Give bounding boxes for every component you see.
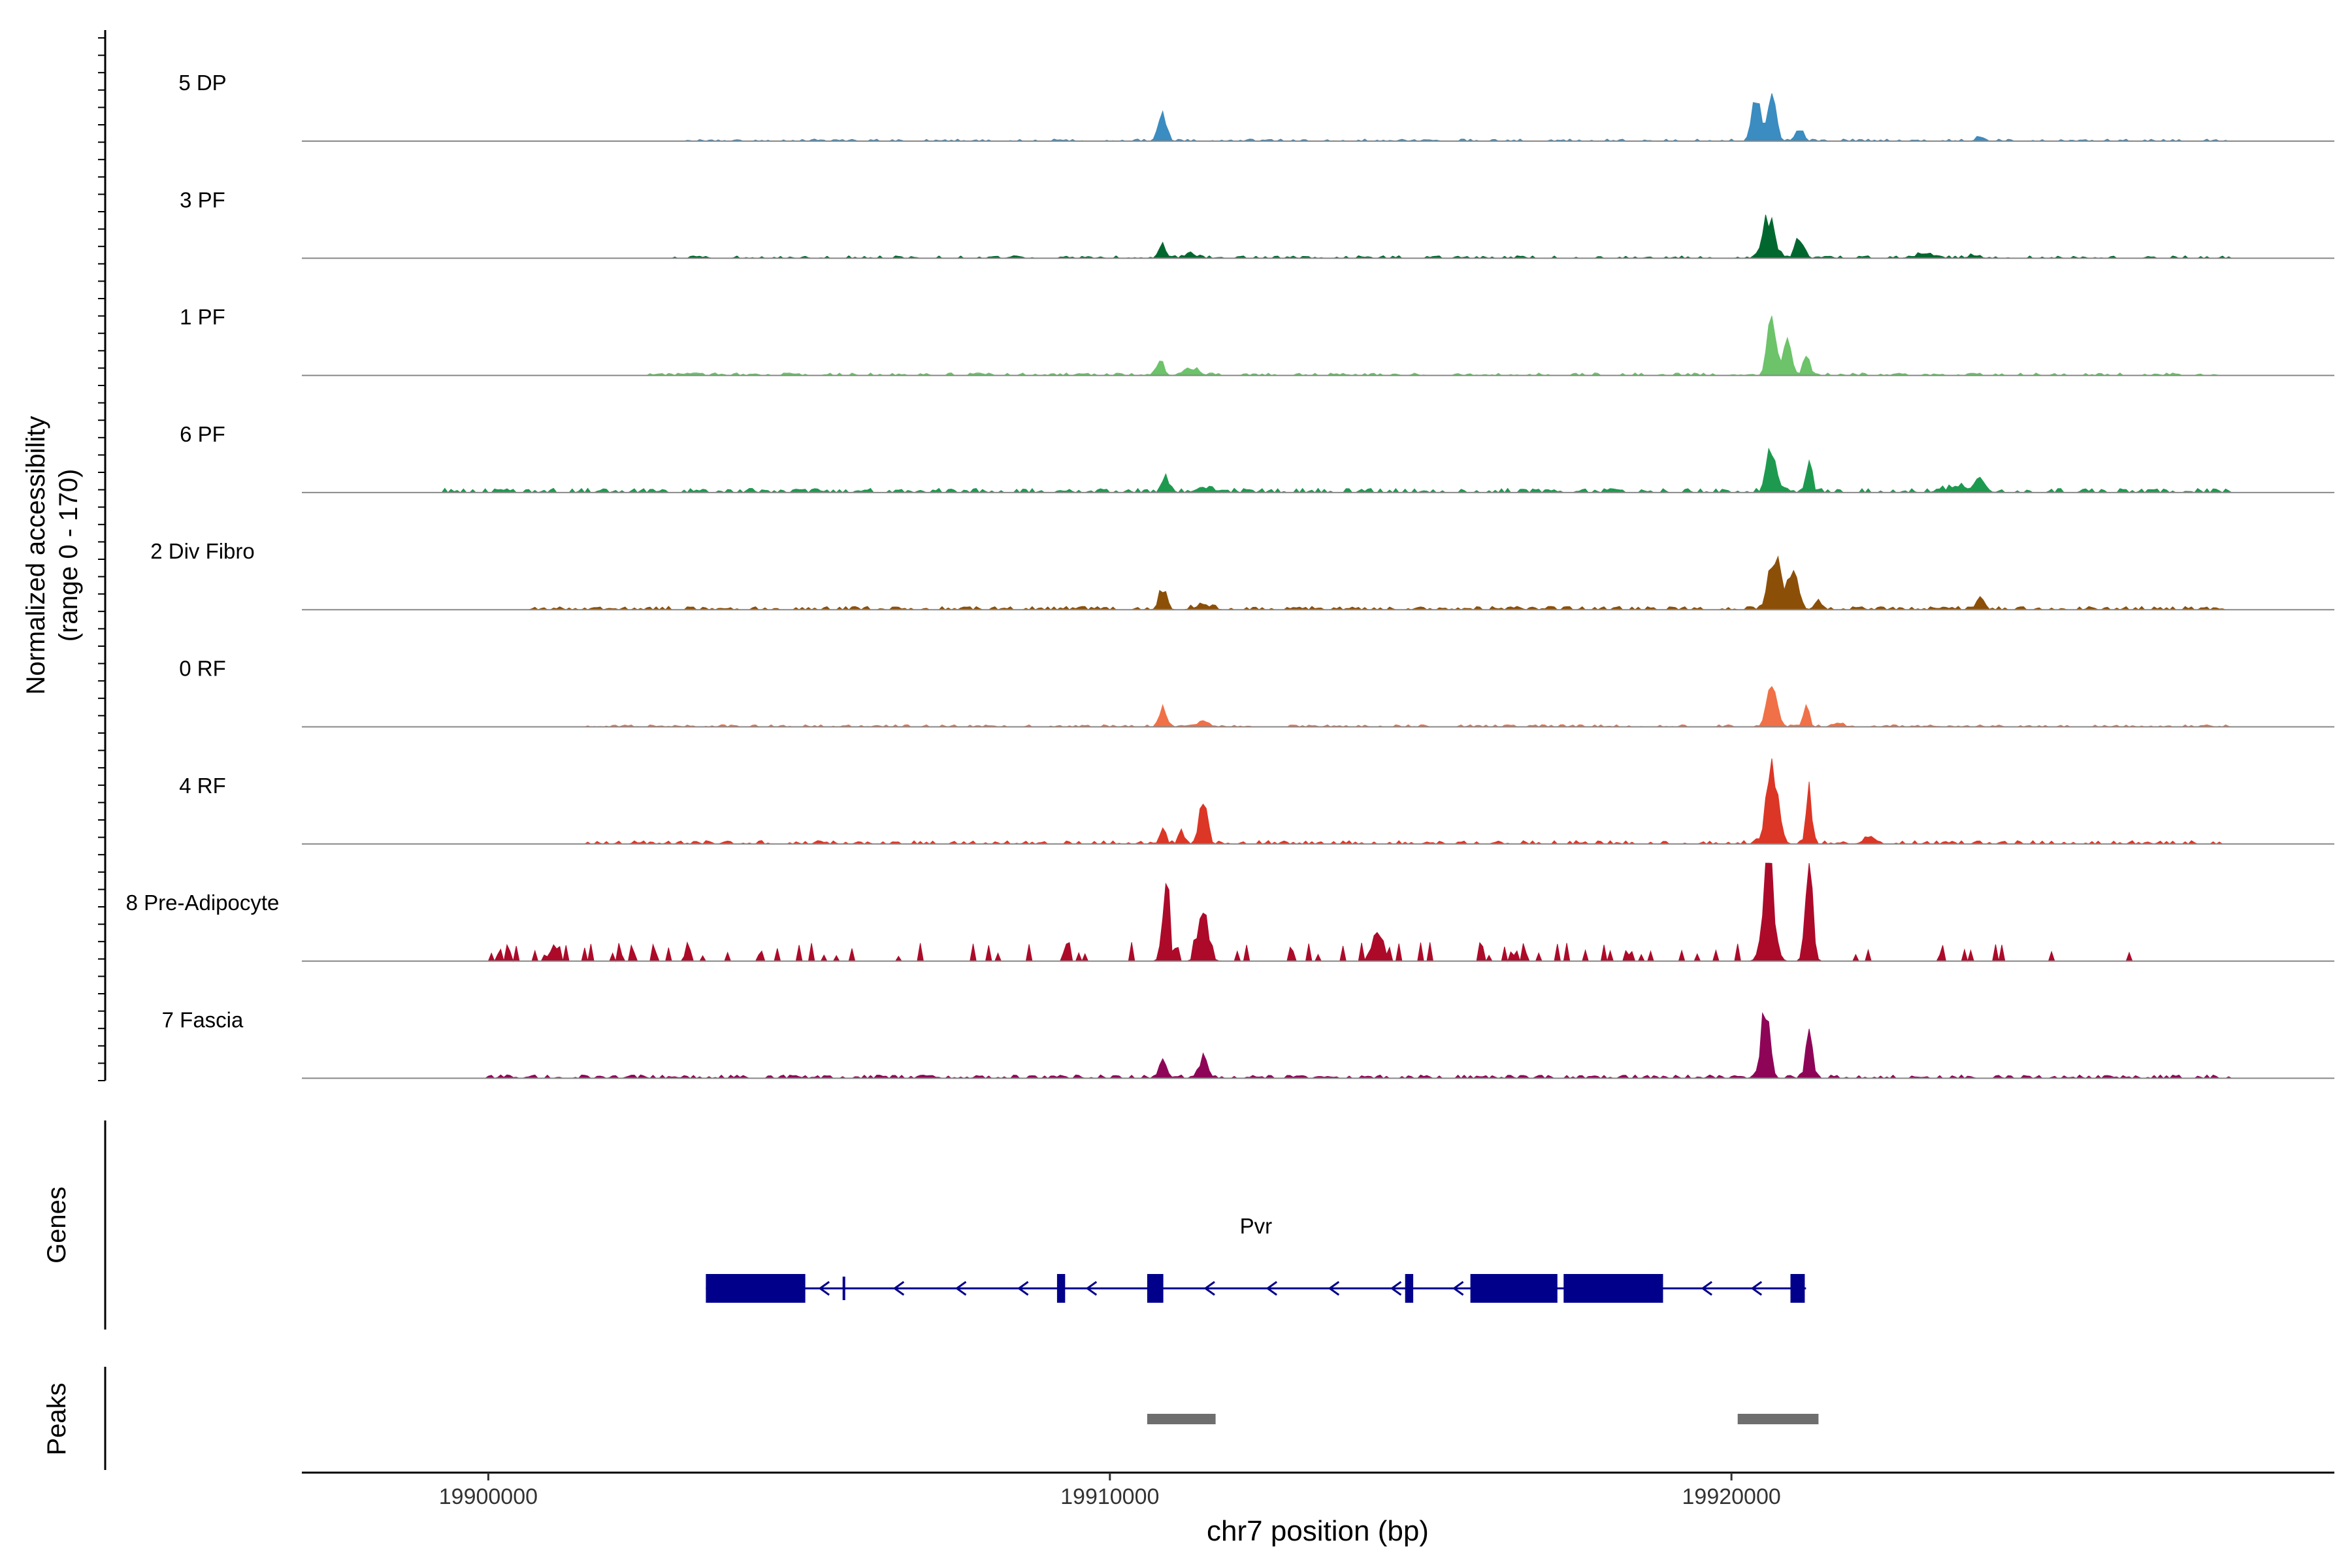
peak-regions	[1147, 1414, 1819, 1424]
track-label: 0 RF	[179, 657, 226, 681]
x-tick-label: 19910000	[1060, 1484, 1159, 1509]
strand-arrow-icon	[1390, 1281, 1402, 1296]
peaks-panel-label: Peaks	[42, 1382, 71, 1455]
track-label: 1 PF	[180, 305, 225, 329]
coverage-tracks: 5 DP 3 PF 1 PF 6 PF 2 Div Fibro 0 RF 4 RF 8 Pre…	[126, 71, 2334, 1079]
x-tick-label: 19900000	[439, 1484, 538, 1509]
track-label: 2 Div Fibro	[150, 539, 255, 563]
x-tick-label: 19920000	[1682, 1484, 1781, 1509]
track-label: 8 Pre-Adipocyte	[126, 890, 280, 915]
track-label: 6 PF	[180, 422, 225, 446]
track-9: 7 Fascia	[162, 1007, 2334, 1079]
gene-exon	[1405, 1274, 1414, 1303]
gene-exon	[1790, 1274, 1805, 1303]
coverage-area	[302, 685, 2334, 728]
strand-arrow-icon	[1328, 1281, 1340, 1296]
strand-arrow-icon	[1203, 1281, 1215, 1296]
track-3: 1 PF	[180, 305, 2334, 376]
coverage-area	[302, 758, 2334, 845]
track-5: 2 Div Fibro	[150, 539, 2334, 611]
gene-name-label: Pvr	[1240, 1214, 1273, 1238]
gene-exon	[706, 1274, 806, 1303]
gene-exon	[1470, 1274, 1558, 1303]
strand-arrow-icon	[1750, 1281, 1763, 1296]
coverage-y-ticks	[98, 37, 105, 1081]
track-label: 7 Fascia	[162, 1007, 244, 1032]
gene-exon	[1147, 1274, 1164, 1303]
strand-arrow-icon	[1017, 1281, 1029, 1296]
track-8: 8 Pre-Adipocyte	[126, 862, 2334, 963]
track-7: 4 RF	[179, 758, 2334, 845]
coverage-area	[302, 93, 2334, 142]
genes-panel-label: Genes	[42, 1186, 71, 1264]
coverage-area	[302, 862, 2334, 963]
coverage-area	[302, 1012, 2334, 1079]
strand-arrow-icon	[1266, 1281, 1278, 1296]
coverage-area	[302, 316, 2334, 376]
x-axis-label: chr7 position (bp)	[1207, 1515, 1429, 1547]
track-label: 4 RF	[179, 774, 226, 798]
x-axis-ticks: 19900000 19910000 19920000	[439, 1473, 1781, 1509]
coverage-area	[302, 214, 2334, 259]
gene-track: Pvr	[706, 1214, 1806, 1303]
track-label: 3 PF	[180, 188, 225, 212]
coverage-area	[302, 555, 2334, 610]
coverage-y-label: Normalized accessibility	[22, 416, 50, 695]
track-4: 6 PF	[180, 422, 2334, 493]
peak-region-bar	[1147, 1414, 1216, 1424]
track-1: 5 DP	[178, 71, 2334, 142]
gene-exon	[1056, 1274, 1066, 1303]
strand-arrow-icon	[818, 1281, 830, 1296]
strand-arrow-icon	[892, 1281, 905, 1296]
track-label: 5 DP	[178, 71, 226, 95]
strand-arrow-icon	[1085, 1281, 1098, 1296]
track-6: 0 RF	[179, 657, 2334, 728]
coverage-area	[302, 448, 2334, 493]
gene-exon	[1563, 1274, 1663, 1303]
strand-arrow-icon	[1452, 1281, 1464, 1296]
strand-arrow-icon	[955, 1281, 967, 1296]
peak-region-bar	[1737, 1414, 1819, 1424]
track-2: 3 PF	[180, 188, 2334, 259]
strand-arrow-icon	[1701, 1281, 1712, 1296]
gene-exon	[842, 1277, 845, 1300]
coverage-y-sublabel: (range 0 - 170)	[54, 469, 83, 642]
